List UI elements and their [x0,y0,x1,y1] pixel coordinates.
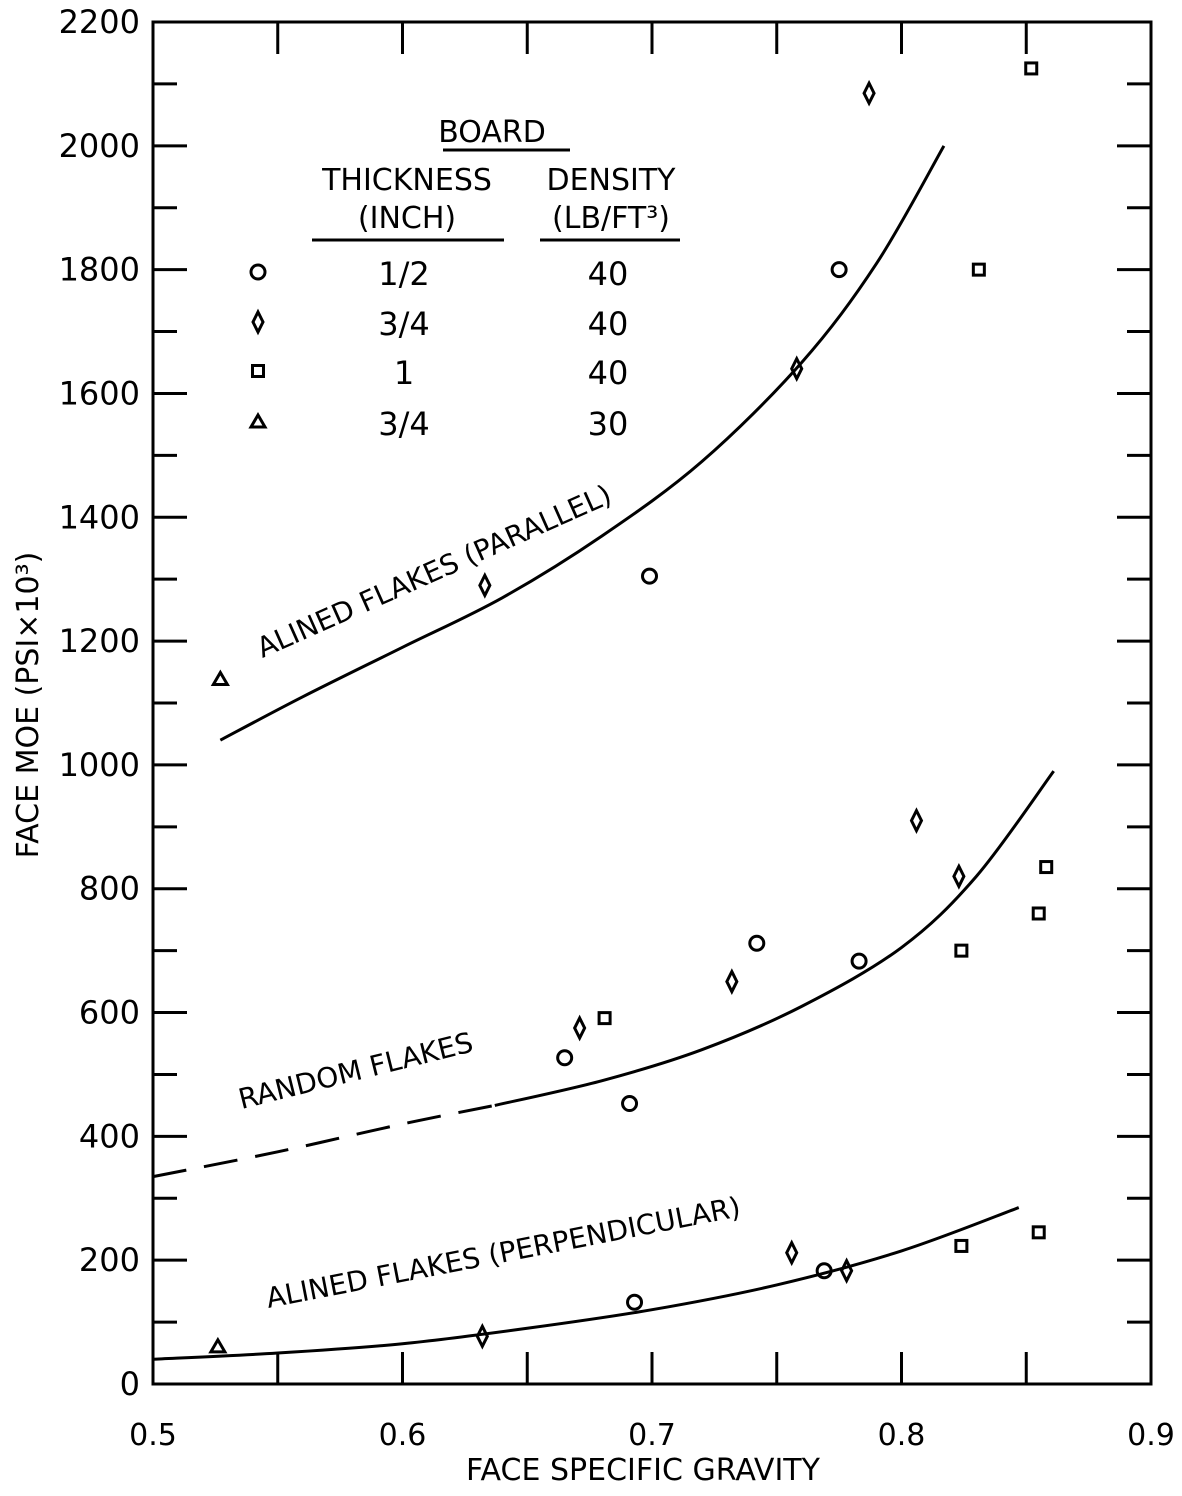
y-tick-label: 1200 [59,622,140,660]
legend-title: BOARD [438,115,546,150]
legend-thickness: 3/4 [378,405,430,443]
x-tick-labels: 0.5 0.6 0.7 0.8 0.9 [129,1418,1175,1453]
curve-perpendicular [152,1206,1020,1361]
circle-point [850,952,868,970]
legend-col2-header-2: (LB/FT³) [552,201,670,236]
y-tick-label: 400 [79,1117,140,1155]
diamond-point [952,862,966,890]
y-axis-label: FACE MOE (PSI×10³) [11,552,46,859]
y-tick-labels: 0 200 400 600 800 1000 1200 1400 1600 1800 2000 220… [59,3,140,1403]
y-tick-label: 2000 [59,127,140,165]
legend: BOARD THICKNESS (INCH) DENSITY (LB/FT³) … [248,115,680,443]
square-point [1039,860,1054,875]
legend-marker-triangle [248,412,268,429]
x-axis-label: FACE SPECIFIC GRAVITY [466,1453,821,1488]
legend-density: 40 [588,354,629,392]
y-tick-label: 200 [79,1241,140,1279]
legend-row: 1 40 [251,354,629,392]
curve-parallel [219,145,946,742]
square-point [597,1011,612,1026]
legend-row: 3/4 30 [248,405,629,443]
circle-point [748,934,766,952]
y-tick-label: 600 [79,994,140,1032]
circle-point [815,1262,833,1280]
square-point [1024,61,1039,76]
y-tick-label: 800 [79,870,140,908]
legend-marker-square [251,364,265,378]
legend-col1-header-2: (INCH) [358,201,456,236]
x-tick-label: 0.7 [628,1418,676,1453]
legend-density: 40 [588,255,629,293]
legend-row: 1/2 40 [249,255,629,293]
triangle-point [210,669,230,686]
y-tick-label: 2200 [59,3,140,41]
y-tick-label: 1400 [59,498,140,536]
diamond-point [790,355,804,383]
legend-col2-header-1: DENSITY [546,163,676,198]
legend-density: 40 [588,305,629,343]
legend-marker-diamond [251,308,265,336]
x-tick-label: 0.8 [878,1418,926,1453]
diamond-point [862,79,876,107]
x-tick-label: 0.9 [1127,1418,1175,1453]
curve-random-solid [494,770,1055,1107]
legend-rows: 1/2 40 3/4 40 1 40 3/4 30 [248,255,629,443]
y-tick-label: 1600 [59,374,140,412]
legend-col1-header-1: THICKNESS [321,163,492,198]
diamond-point [572,1014,587,1042]
triangle-point [208,1336,228,1354]
circle-point [621,1095,639,1113]
square-point [1031,1225,1046,1240]
x-tick-label: 0.5 [129,1418,177,1453]
curve-label-perpendicular: ALINED FLAKES (PERPENDICULAR) [263,1190,743,1314]
diamond-point [909,807,924,834]
square-point [954,943,969,958]
diamond-point [839,1257,854,1285]
diamond-point [785,1239,799,1267]
axis-ticks [153,22,1151,1384]
square-point [971,262,986,277]
diamond-point [478,572,492,599]
square-point [954,1238,969,1253]
legend-thickness: 1/2 [378,255,430,293]
y-tick-label: 0 [120,1365,140,1403]
circle-point [641,567,659,585]
legend-row: 3/4 40 [251,305,629,343]
curve-random-dashed [152,1103,496,1179]
x-tick-label: 0.6 [379,1418,427,1453]
circle-point [556,1049,574,1067]
legend-marker-circle [249,263,267,281]
y-tick-label: 1000 [59,746,140,784]
legend-density: 30 [588,405,629,443]
circle-point [830,261,848,279]
diamond-point [475,1322,490,1350]
y-tick-label: 1800 [59,251,140,289]
curve-label-parallel: ALINED FLAKES (PARALLEL) [252,478,617,664]
circle-point [626,1293,644,1311]
legend-thickness: 1 [394,354,414,392]
data-points [208,61,1054,1354]
legend-thickness: 3/4 [378,305,430,343]
diamond-point [725,968,739,995]
fit-curves [152,145,1055,1361]
curve-label-random: RANDOM FLAKES [235,1026,476,1116]
square-point [1031,906,1046,921]
